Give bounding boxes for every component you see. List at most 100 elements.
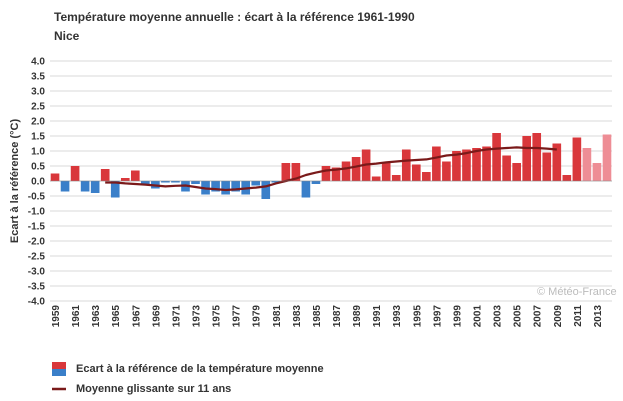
- x-tick-label: 2009: [553, 305, 564, 328]
- legend-bars-label: Ecart à la référence de la température m…: [76, 363, 324, 375]
- bar-2008: [542, 152, 552, 181]
- bar-1977: [231, 181, 240, 192]
- y-tick-label: 3.0: [31, 87, 45, 98]
- x-tick-label: 1977: [232, 305, 243, 328]
- bar-2014: [602, 134, 612, 181]
- y-tick-label: 3.5: [31, 72, 45, 83]
- bar-1981: [271, 181, 281, 183]
- bar-1966: [120, 178, 130, 181]
- x-tick-label: 1959: [51, 305, 62, 328]
- bar-1973: [191, 181, 200, 184]
- bar-1986: [321, 166, 331, 181]
- bar-1989: [351, 157, 361, 181]
- credit-text: Météo-France: [548, 286, 616, 298]
- x-tick-label: 1991: [372, 305, 383, 328]
- y-tick-label: -4.0: [28, 297, 46, 308]
- bar-2001: [472, 148, 481, 181]
- chart-subtitle: Nice: [54, 29, 80, 43]
- x-tick-label: 1969: [151, 305, 162, 328]
- bar-1992: [381, 163, 391, 181]
- bar-1994: [401, 149, 411, 181]
- y-tick-label: -3.5: [28, 282, 46, 293]
- x-tick-label: 1975: [212, 305, 223, 328]
- x-tick-label: 1971: [171, 305, 182, 328]
- legend-positive-swatch: [52, 362, 66, 369]
- x-tick-label: 2003: [493, 305, 504, 328]
- x-tick-label: 1961: [71, 305, 82, 328]
- bar-1980: [261, 181, 271, 199]
- axis-layer: 4.0 3.5 3.0 2.5 2.0 1.5 1.0 0.5 0.0 -0.5 -1.0 -1.5 -…: [28, 57, 612, 328]
- y-tick-label: 4.0: [31, 57, 45, 68]
- bar-1979: [251, 181, 261, 186]
- bar-2004: [502, 155, 511, 181]
- y-tick-label: 1.5: [31, 132, 45, 143]
- bar-2005: [512, 163, 521, 181]
- bar-1971: [171, 181, 180, 183]
- y-tick-label: 2.5: [31, 102, 45, 113]
- bar-2003: [492, 133, 501, 181]
- bar-2002: [482, 146, 491, 181]
- bar-1995: [411, 164, 421, 181]
- x-tick-label: 1995: [412, 305, 423, 328]
- bar-1976: [221, 181, 230, 195]
- y-tick-label: 0.5: [31, 162, 45, 173]
- bar-1959: [50, 173, 60, 181]
- bar-1961: [70, 166, 80, 181]
- bar-1963: [90, 181, 100, 193]
- y-tick-label: -2.0: [28, 237, 46, 248]
- bar-1985: [311, 181, 321, 184]
- bar-2011: [572, 137, 582, 181]
- bar-1999: [452, 151, 461, 181]
- x-tick-label: 2011: [573, 305, 584, 327]
- y-tick-label: -2.5: [28, 252, 46, 263]
- bar-1982: [281, 163, 291, 181]
- y-tick-label: 0.0: [31, 177, 45, 188]
- bar-2012: [582, 148, 592, 181]
- bar-2013: [592, 163, 602, 181]
- bar-2010: [562, 175, 572, 181]
- x-tick-label: 1993: [392, 305, 403, 328]
- bar-1970: [161, 181, 170, 183]
- y-tick-label: 2.0: [31, 117, 45, 128]
- x-tick-label: 1985: [312, 305, 323, 328]
- y-tick-label: -0.5: [28, 192, 46, 203]
- bar-1984: [301, 181, 311, 198]
- x-tick-label: 1967: [131, 305, 142, 328]
- y-tick-label: -1.0: [28, 207, 46, 218]
- bar-1987: [331, 167, 341, 181]
- legend-negative-swatch: [52, 369, 66, 376]
- x-tick-label: 2005: [513, 305, 524, 328]
- line-layer: [105, 146, 557, 192]
- x-tick-label: 2013: [593, 305, 604, 328]
- y-tick-label: 1.0: [31, 147, 45, 158]
- y-axis-label: Ecart à la référence (°C): [9, 119, 21, 244]
- x-tick-label: 2001: [473, 305, 484, 328]
- x-tick-label: 1999: [452, 305, 463, 328]
- legend-line-label: Moyenne glissante sur 11 ans: [76, 383, 232, 395]
- x-tick-label: 1979: [252, 305, 263, 328]
- x-tick-label: 1983: [292, 305, 303, 328]
- bar-1964: [100, 169, 110, 181]
- bar-1996: [422, 172, 431, 181]
- x-tick-label: 1989: [352, 305, 363, 328]
- bar-1998: [442, 161, 451, 181]
- x-tick-label: 1997: [432, 305, 443, 328]
- x-tick-label: 1987: [332, 305, 343, 328]
- bar-2009: [552, 143, 562, 181]
- bar-1991: [371, 176, 381, 181]
- bar-1965: [110, 181, 120, 198]
- x-tick-label: 1973: [192, 305, 203, 328]
- bar-1993: [391, 175, 401, 181]
- chart-title: Température moyenne annuelle : écart à l…: [54, 10, 415, 24]
- x-tick-label: 2007: [533, 305, 544, 328]
- copyright-icon: ©: [537, 286, 545, 298]
- moving-average-line: [105, 146, 557, 192]
- bar-2006: [522, 136, 532, 181]
- bar-2007: [532, 133, 542, 181]
- bar-1968: [141, 181, 150, 184]
- y-tick-label: -3.0: [28, 267, 46, 278]
- x-tick-label: 1963: [91, 305, 102, 328]
- bar-2000: [462, 149, 471, 181]
- bar-1962: [80, 181, 90, 192]
